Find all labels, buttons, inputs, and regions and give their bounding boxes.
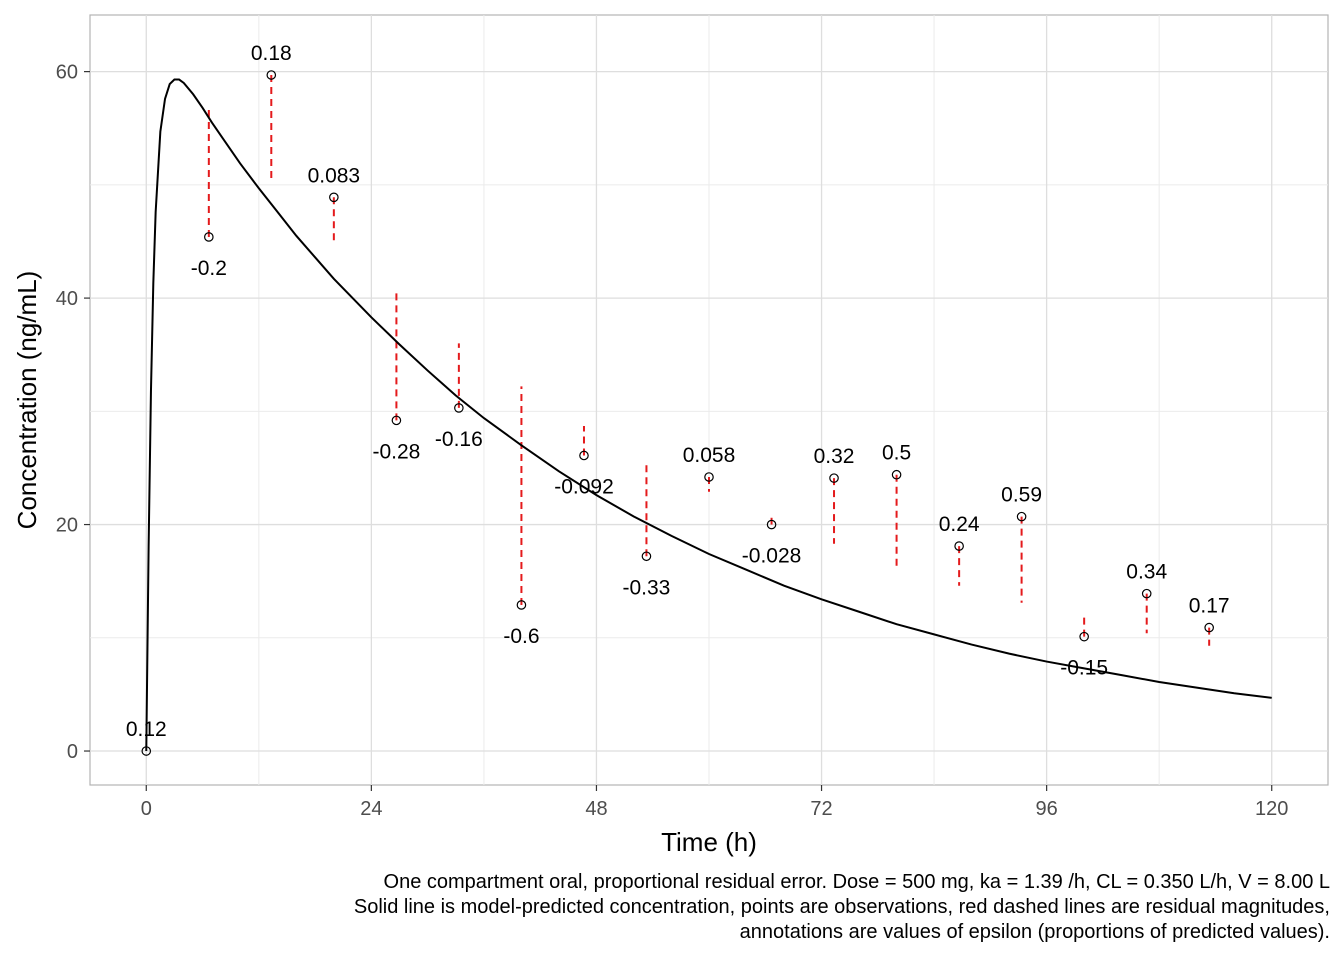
x-tick-label: 120: [1255, 798, 1288, 820]
caption: One compartment oral, proportional resid…: [354, 870, 1330, 945]
x-axis-ticks: 0 24 48 72 96 120: [141, 785, 1288, 820]
y-tick-label: 40: [56, 288, 78, 310]
observation-point: [391, 415, 402, 426]
observation-point: [829, 473, 839, 483]
epsilon-label: 0.59: [1001, 484, 1042, 507]
epsilon-label: 0.17: [1189, 595, 1230, 618]
epsilon-label: 0.34: [1126, 561, 1167, 584]
caption-line-1: One compartment oral, proportional resid…: [383, 871, 1330, 893]
epsilon-label: 0.12: [126, 718, 167, 741]
observation-point: [266, 70, 277, 80]
y-tick-label: 60: [56, 62, 78, 84]
epsilon-label: 0.083: [308, 164, 361, 187]
epsilon-label: -0.15: [1060, 657, 1108, 680]
x-tick-label: 24: [360, 798, 382, 820]
x-tick-label: 0: [141, 798, 152, 820]
caption-line-2: Solid line is model-predicted concentrat…: [353, 896, 1330, 918]
epsilon-label: -0.28: [372, 440, 420, 463]
observation-point: [329, 192, 339, 203]
x-tick-label: 72: [810, 798, 832, 820]
epsilon-label: 0.5: [882, 442, 911, 465]
observation-point: [1204, 622, 1214, 633]
y-tick-label: 20: [56, 515, 78, 537]
epsilon-label: -0.2: [191, 257, 227, 280]
observation-point: [891, 469, 902, 480]
observation-point: [766, 519, 777, 530]
epsilon-label: -0.33: [623, 576, 671, 599]
epsilon-label: -0.092: [554, 475, 614, 498]
observation-point: [1079, 631, 1089, 642]
observation-point: [704, 472, 714, 482]
observation-point: [1141, 588, 1152, 599]
observation-point: [579, 450, 589, 461]
epsilon-label: 0.058: [683, 444, 736, 467]
y-axis-ticks: 0 20 40 60: [56, 62, 90, 763]
grid: [90, 15, 1328, 785]
observation-points: [141, 70, 1214, 756]
y-axis-title: Concentration (ng/mL): [12, 271, 42, 530]
epsilon-annotations: 0.12 0.18 -0.2 0.083 -0.28 -0.16 -0.6 -0.092 -0.…: [126, 42, 1230, 741]
observation-point: [141, 746, 152, 756]
x-tick-label: 48: [585, 798, 607, 820]
epsilon-label: 0.18: [251, 42, 292, 65]
model-prediction-line: [145, 78, 1272, 752]
epsilon-label: -0.16: [435, 428, 483, 451]
epsilon-label: 0.24: [939, 513, 980, 536]
residual-lines: [207, 75, 1211, 646]
x-axis-title: Time (h): [661, 827, 757, 857]
x-tick-label: 96: [1036, 798, 1058, 820]
observation-point: [641, 551, 652, 562]
epsilon-label: 0.32: [814, 445, 855, 468]
caption-line-3: annotations are values of epsilon (propo…: [739, 921, 1330, 943]
y-tick-label: 0: [67, 741, 78, 763]
observation-point: [516, 600, 527, 610]
observation-point: [954, 541, 964, 551]
observation-point: [454, 403, 464, 413]
epsilon-label: -0.6: [503, 625, 539, 648]
observation-point: [204, 232, 214, 242]
observation-point: [1016, 511, 1027, 522]
epsilon-label: -0.028: [742, 545, 802, 568]
